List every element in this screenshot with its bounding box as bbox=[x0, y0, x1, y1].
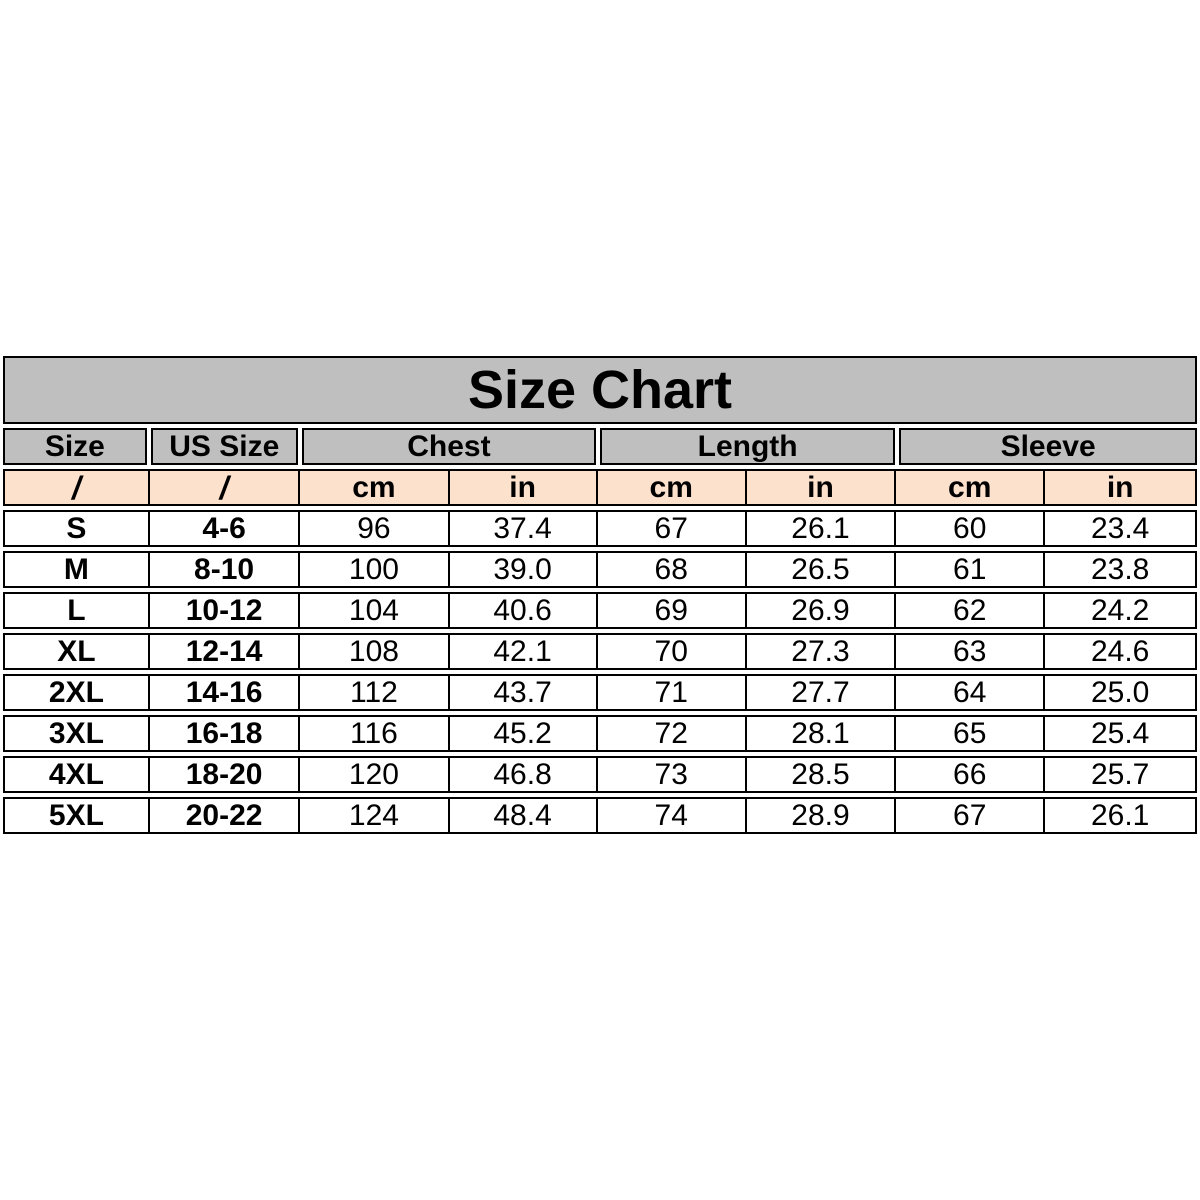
title-row: Size Chart bbox=[3, 356, 1197, 424]
cell-sleeve-in: 26.1 bbox=[1045, 797, 1197, 834]
cell-sleeve-in: 23.8 bbox=[1045, 551, 1197, 588]
cell-us-size: 10-12 bbox=[149, 592, 301, 629]
cell-chest-cm: 116 bbox=[300, 715, 450, 752]
cell-sleeve-in: 25.4 bbox=[1045, 715, 1197, 752]
header-cell-size: Size bbox=[3, 428, 147, 465]
cell-length-cm: 74 bbox=[597, 797, 747, 834]
cell-length-in: 26.1 bbox=[746, 510, 897, 547]
cell-chest-cm: 108 bbox=[300, 633, 450, 670]
cell-sleeve-cm: 62 bbox=[896, 592, 1046, 629]
cell-length-cm: 67 bbox=[597, 510, 747, 547]
table-row-4xl: 4XL 18-20 120 46.8 73 28.5 66 25.7 bbox=[3, 756, 1197, 793]
cell-sleeve-cm: 63 bbox=[896, 633, 1046, 670]
table-row-5xl: 5XL 20-22 124 48.4 74 28.9 67 26.1 bbox=[3, 797, 1197, 834]
table-row-l: L 10-12 104 40.6 69 26.9 62 24.2 bbox=[3, 592, 1197, 629]
cell-us-size: 18-20 bbox=[149, 756, 301, 793]
table-row-2xl: 2XL 14-16 112 43.7 71 27.7 64 25.0 bbox=[3, 674, 1197, 711]
cell-sleeve-cm: 65 bbox=[896, 715, 1046, 752]
cell-size: 5XL bbox=[3, 797, 150, 834]
units-cell-length-in: in bbox=[746, 469, 897, 506]
cell-length-cm: 68 bbox=[597, 551, 747, 588]
table-row-xl: XL 12-14 108 42.1 70 27.3 63 24.6 bbox=[3, 633, 1197, 670]
units-cell-sleeve-in: in bbox=[1045, 469, 1197, 506]
cell-us-size: 12-14 bbox=[149, 633, 301, 670]
cell-length-in: 26.9 bbox=[746, 592, 897, 629]
cell-sleeve-cm: 60 bbox=[896, 510, 1046, 547]
cell-size: 4XL bbox=[3, 756, 150, 793]
cell-us-size: 16-18 bbox=[149, 715, 301, 752]
header-cell-sleeve: Sleeve bbox=[899, 428, 1197, 465]
cell-chest-in: 45.2 bbox=[449, 715, 598, 752]
table-body: S 4-6 96 37.4 67 26.1 60 23.4 M 8-10 100 39.0 68 26.5… bbox=[3, 510, 1197, 834]
cell-us-size: 14-16 bbox=[149, 674, 301, 711]
column-header-row: Size US Size Chest Length Sleeve bbox=[3, 428, 1197, 465]
cell-sleeve-cm: 64 bbox=[896, 674, 1046, 711]
cell-size: M bbox=[3, 551, 150, 588]
units-cell-length-cm: cm bbox=[597, 469, 747, 506]
header-cell-us-size: US Size bbox=[150, 428, 298, 465]
cell-length-cm: 69 bbox=[597, 592, 747, 629]
cell-us-size: 4-6 bbox=[149, 510, 301, 547]
cell-length-cm: 71 bbox=[597, 674, 747, 711]
units-cell-chest-in: in bbox=[449, 469, 598, 506]
cell-chest-cm: 104 bbox=[300, 592, 450, 629]
cell-chest-in: 42.1 bbox=[449, 633, 598, 670]
cell-length-in: 28.1 bbox=[746, 715, 897, 752]
table-row-3xl: 3XL 16-18 116 45.2 72 28.1 65 25.4 bbox=[3, 715, 1197, 752]
cell-chest-in: 37.4 bbox=[449, 510, 598, 547]
units-cell-size: / bbox=[3, 469, 150, 506]
units-cell-sleeve-cm: cm bbox=[896, 469, 1046, 506]
header-cell-length: Length bbox=[599, 428, 896, 465]
cell-chest-cm: 100 bbox=[300, 551, 450, 588]
cell-sleeve-in: 25.0 bbox=[1045, 674, 1197, 711]
cell-chest-in: 46.8 bbox=[449, 756, 598, 793]
cell-chest-in: 43.7 bbox=[449, 674, 598, 711]
table-row-m: M 8-10 100 39.0 68 26.5 61 23.8 bbox=[3, 551, 1197, 588]
page-title: Size Chart bbox=[3, 356, 1197, 424]
cell-size: 2XL bbox=[3, 674, 150, 711]
units-cell-us-size: / bbox=[149, 469, 301, 506]
cell-sleeve-cm: 67 bbox=[896, 797, 1046, 834]
units-row: / / cm in cm in cm in bbox=[3, 469, 1197, 506]
cell-chest-cm: 124 bbox=[300, 797, 450, 834]
cell-length-in: 27.7 bbox=[746, 674, 897, 711]
cell-size: L bbox=[3, 592, 150, 629]
cell-chest-cm: 120 bbox=[300, 756, 450, 793]
cell-chest-in: 40.6 bbox=[449, 592, 598, 629]
cell-length-cm: 72 bbox=[597, 715, 747, 752]
cell-sleeve-cm: 61 bbox=[896, 551, 1046, 588]
cell-length-in: 28.9 bbox=[746, 797, 897, 834]
cell-sleeve-in: 24.6 bbox=[1045, 633, 1197, 670]
cell-length-in: 27.3 bbox=[746, 633, 897, 670]
cell-chest-cm: 96 bbox=[300, 510, 450, 547]
cell-chest-cm: 112 bbox=[300, 674, 450, 711]
cell-length-in: 28.5 bbox=[746, 756, 897, 793]
cell-us-size: 8-10 bbox=[149, 551, 301, 588]
cell-chest-in: 39.0 bbox=[449, 551, 598, 588]
cell-sleeve-in: 23.4 bbox=[1045, 510, 1197, 547]
table-row-s: S 4-6 96 37.4 67 26.1 60 23.4 bbox=[3, 510, 1197, 547]
cell-sleeve-cm: 66 bbox=[896, 756, 1046, 793]
cell-length-cm: 70 bbox=[597, 633, 747, 670]
cell-length-cm: 73 bbox=[597, 756, 747, 793]
cell-length-in: 26.5 bbox=[746, 551, 897, 588]
cell-sleeve-in: 25.7 bbox=[1045, 756, 1197, 793]
size-chart-table: Size Chart Size US Size Chest Length Sleeve … bbox=[3, 356, 1197, 834]
cell-chest-in: 48.4 bbox=[449, 797, 598, 834]
cell-sleeve-in: 24.2 bbox=[1045, 592, 1197, 629]
cell-size: S bbox=[3, 510, 150, 547]
cell-size: 3XL bbox=[3, 715, 150, 752]
cell-size: XL bbox=[3, 633, 150, 670]
cell-us-size: 20-22 bbox=[149, 797, 301, 834]
header-cell-chest: Chest bbox=[301, 428, 596, 465]
units-cell-chest-cm: cm bbox=[300, 469, 450, 506]
